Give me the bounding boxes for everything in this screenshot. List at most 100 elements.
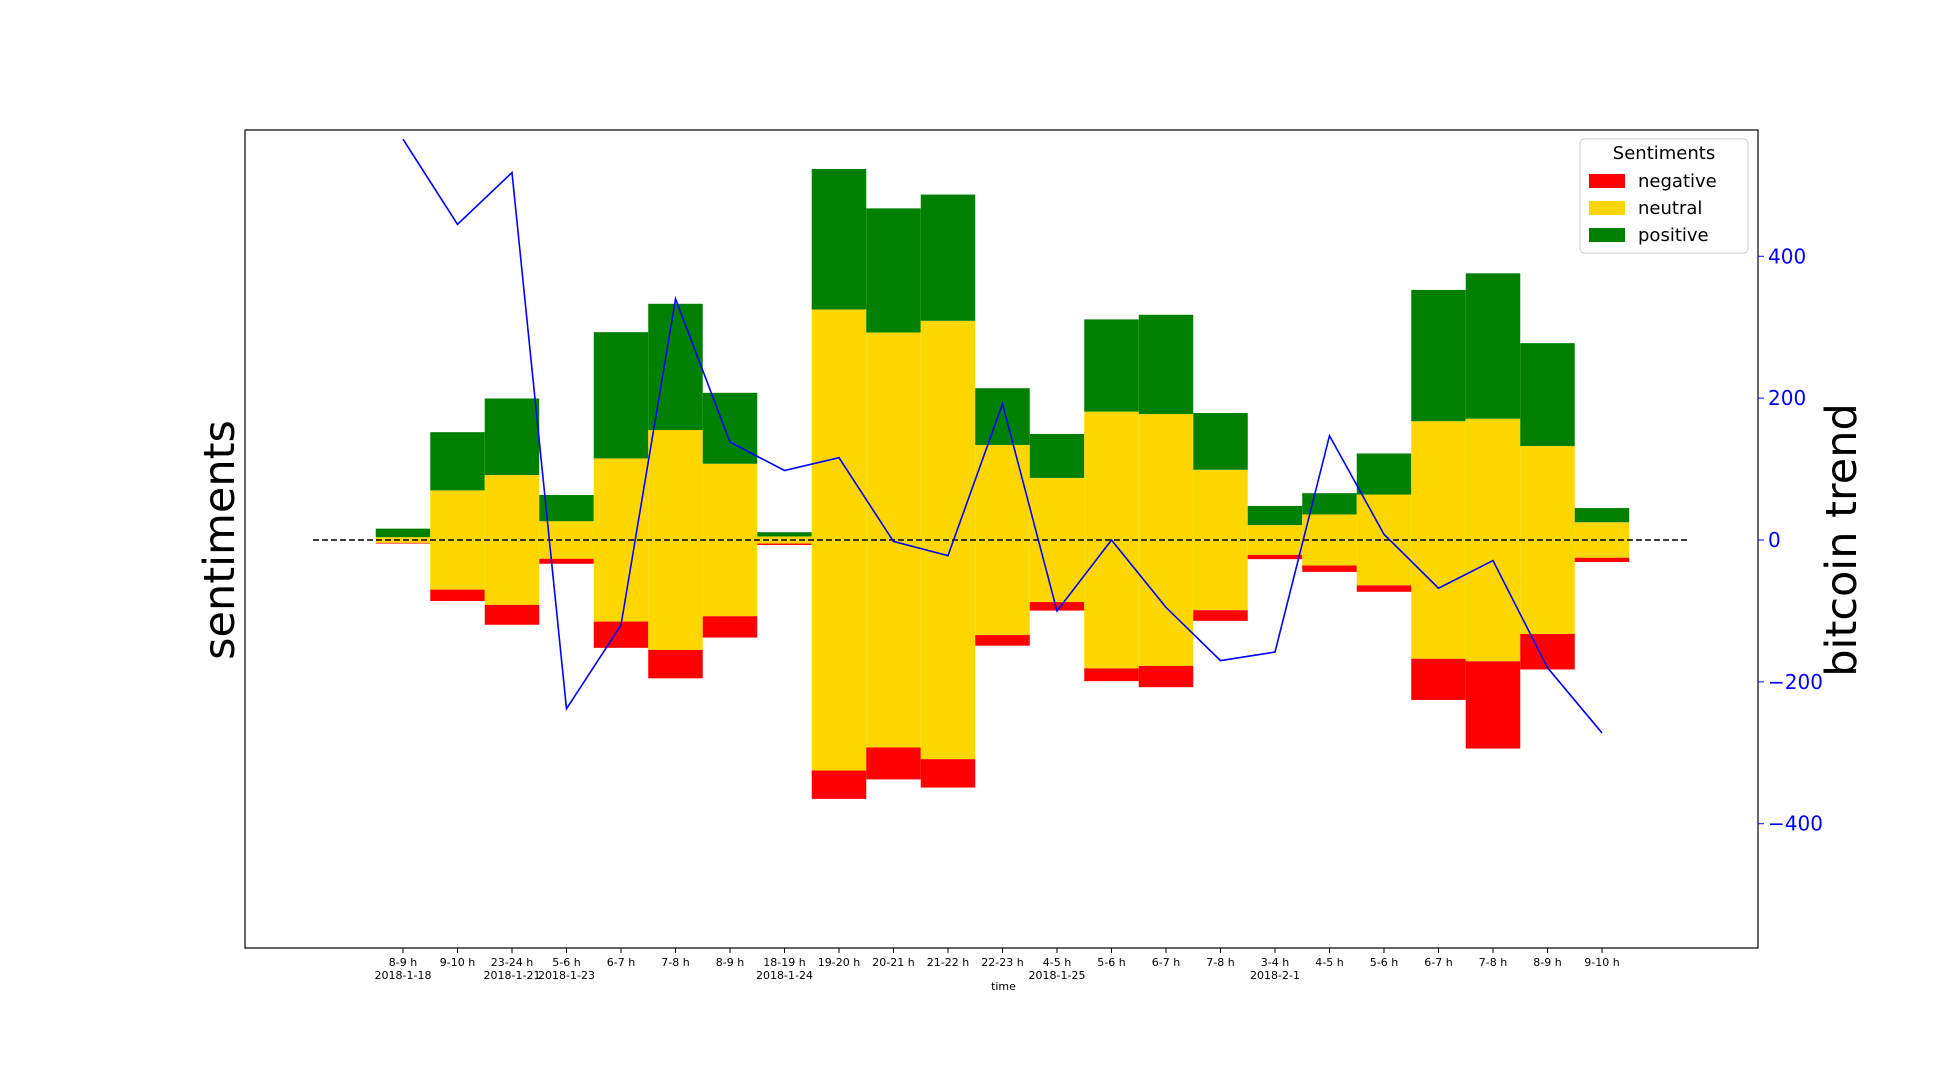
x-tick-label: 9-10 h [440, 956, 475, 969]
bar-neutral [1138, 414, 1194, 666]
x-tick-label: 22-23 h [981, 956, 1023, 969]
x-tick-date-label: 2018-1-21 [484, 969, 541, 982]
x-tick-label: 23-24 h [491, 956, 533, 969]
x-tick-label: 7-8 h [1479, 956, 1507, 969]
bar-negative [1302, 565, 1357, 572]
bar-negative [1247, 554, 1303, 560]
plot-frame [244, 129, 1759, 949]
bar-positive [1029, 433, 1085, 478]
bar-positive [975, 388, 1030, 445]
x-tick-label: 4-5 h [1043, 956, 1071, 969]
bar-positive [1138, 314, 1194, 415]
bar-positive [430, 432, 485, 491]
x-tick-label: 8-9 h [389, 956, 417, 969]
y-tick-label: 400 [1768, 244, 1806, 268]
x-tick-date-label: 2018-1-25 [1029, 969, 1086, 982]
y-axis-label-left: sentiments [195, 420, 245, 660]
bar-negative [811, 770, 867, 799]
bar-negative [430, 589, 485, 602]
bar-neutral [1302, 514, 1357, 566]
bar-positive [1247, 505, 1303, 526]
bar-positive [866, 208, 921, 333]
bar-negative [1356, 585, 1412, 592]
x-tick-label: 19-20 h [818, 956, 860, 969]
x-tick-label: 5-6 h [552, 956, 580, 969]
x-tick-label: 6-7 h [1152, 956, 1180, 969]
bar-positive [1193, 413, 1248, 470]
x-tick-date-label: 2018-1-18 [375, 969, 432, 982]
y-axis-label-right: bitcoin trend [1817, 403, 1867, 677]
bar-positive [1574, 508, 1630, 523]
bar-negative [1520, 633, 1575, 670]
legend-label-positive: positive [1638, 225, 1709, 246]
legend-title: Sentiments [1613, 143, 1715, 164]
x-tick-label: 6-7 h [1424, 956, 1452, 969]
bar-positive [484, 398, 540, 476]
bar-positive [1302, 493, 1357, 515]
bar-negative [375, 542, 431, 544]
bar-negative [1084, 668, 1139, 682]
bar-negative [1029, 602, 1085, 611]
x-tick-label: 6-7 h [607, 956, 635, 969]
x-tick-label: 8-9 h [716, 956, 744, 969]
y-tick-label: −200 [1768, 670, 1823, 694]
bar-positive [702, 392, 758, 464]
bar-positive [757, 532, 812, 537]
y-tick-label: 0 [1768, 528, 1781, 552]
x-tick-date-label: 2018-2-1 [1250, 969, 1300, 982]
bitcoin-trend-line [402, 138, 1603, 734]
bar-negative [1465, 661, 1521, 749]
bar-positive [1520, 343, 1575, 447]
y-ticks-right: 400 200 0 −200 −400 [1758, 244, 1823, 836]
bar-positive [593, 332, 649, 459]
bar-neutral [1193, 469, 1248, 611]
x-tick-date-label: 2018-1-24 [756, 969, 813, 982]
bar-negative [1574, 557, 1630, 562]
bar-positive [539, 494, 594, 522]
x-tick-label: 4-5 h [1315, 956, 1343, 969]
x-tick-label: 7-8 h [661, 956, 689, 969]
x-tick-label: 8-9 h [1533, 956, 1561, 969]
x-tick-date-label: 2018-1-23 [538, 969, 595, 982]
bar-negative [975, 635, 1030, 646]
legend-box [1579, 138, 1749, 254]
bars-layer [375, 169, 1630, 799]
x-tick-label: 20-21 h [872, 956, 914, 969]
x-tick-label: 5-6 h [1097, 956, 1125, 969]
bar-positive [1356, 453, 1412, 495]
x-tick-label: 7-8 h [1206, 956, 1234, 969]
x-tick-label: 3-4 h [1261, 956, 1289, 969]
bar-negative [1138, 665, 1194, 688]
bar-neutral [1247, 525, 1303, 555]
x-tick-label: 9-10 h [1584, 956, 1619, 969]
bar-negative [920, 759, 976, 788]
bar-negative [484, 604, 540, 625]
x-tick-label: 5-6 h [1370, 956, 1398, 969]
legend-swatch-negative [1589, 174, 1625, 188]
bar-negative [539, 558, 594, 564]
x-axis-label: time [991, 980, 1016, 993]
bar-negative [702, 616, 758, 638]
bar-negative [757, 543, 812, 545]
bar-negative [1193, 610, 1248, 621]
bar-positive [1084, 319, 1139, 412]
legend-swatch-neutral [1589, 201, 1625, 215]
bar-positive [811, 169, 867, 310]
y-tick-label: −400 [1768, 812, 1823, 836]
bar-negative [866, 747, 921, 780]
bar-positive [375, 528, 431, 538]
bar-positive [1411, 289, 1466, 422]
x-tick-label: 18-19 h [763, 956, 805, 969]
legend-label-negative: negative [1638, 171, 1717, 192]
y-tick-label: 200 [1768, 386, 1806, 410]
legend-label-neutral: neutral [1638, 198, 1702, 219]
legend-swatch-positive [1589, 228, 1625, 242]
bar-positive [1465, 273, 1521, 419]
bar-positive [920, 194, 976, 321]
bar-negative [648, 649, 703, 679]
bar-negative [1411, 658, 1466, 700]
legend: Sentiments negative neutral positive [1579, 138, 1749, 254]
x-tick-label: 21-22 h [927, 956, 969, 969]
